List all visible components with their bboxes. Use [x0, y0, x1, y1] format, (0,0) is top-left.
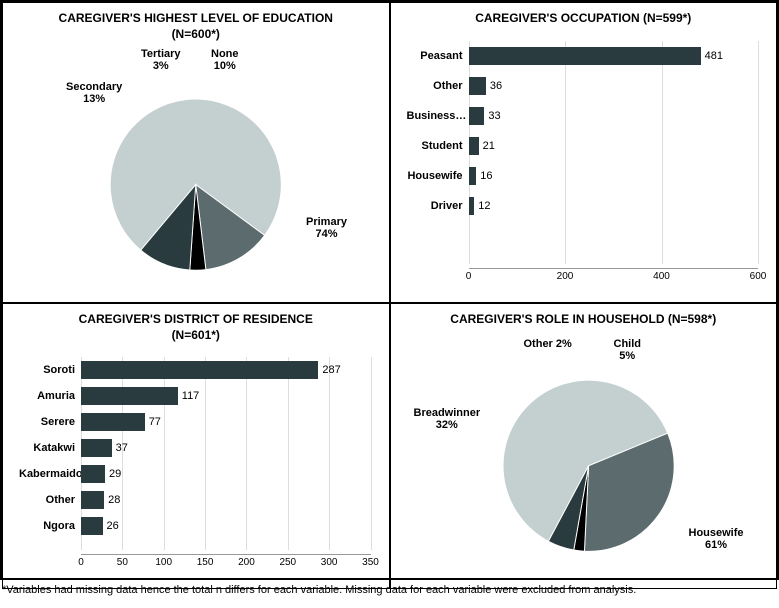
title-line2: (N=601*) [172, 328, 220, 342]
axis-tick: 600 [750, 269, 767, 282]
bar-fill [81, 465, 105, 483]
bar-row: Driver 12 [469, 191, 759, 221]
bar-category: Driver [407, 200, 469, 212]
bar-row: Housewife 16 [469, 161, 759, 191]
panel-title: CAREGIVER'S DISTRICT OF RESIDENCE (N=601… [11, 312, 381, 343]
bar-value: 36 [490, 80, 502, 92]
bar-fill [469, 47, 701, 65]
bar-fill [469, 197, 475, 215]
bar-row: Serere 77 [81, 409, 371, 435]
panel-role: CAREGIVER'S ROLE IN HOUSEHOLD (N=598*) H… [390, 303, 778, 589]
axis-tick: 0 [78, 555, 84, 568]
pie-label: Primary74% [306, 216, 347, 240]
panel-occupation: CAREGIVER'S OCCUPATION (N=599*) Peasant … [390, 2, 778, 303]
axis-tick: 200 [238, 555, 255, 568]
pie-label: None10% [211, 48, 239, 72]
title-line1: CAREGIVER'S HIGHEST LEVEL OF EDUCATION [59, 11, 333, 25]
axis-tick: 50 [117, 555, 128, 568]
panel-title: CAREGIVER'S HIGHEST LEVEL OF EDUCATION (… [11, 11, 381, 42]
panel-education: CAREGIVER'S HIGHEST LEVEL OF EDUCATION (… [2, 2, 390, 303]
bar-category: Other [407, 80, 469, 92]
axis-tick: 150 [197, 555, 214, 568]
education-pie: Primary74% Secondary13% Tertiary3% None10% [11, 46, 381, 294]
bar-fill [81, 361, 318, 379]
bar-fill [81, 413, 145, 431]
chart-grid: CAREGIVER'S HIGHEST LEVEL OF EDUCATION (… [0, 0, 779, 580]
bar-value: 287 [322, 364, 340, 376]
pie-label: Child5% [614, 338, 642, 362]
bar-value: 77 [149, 416, 161, 428]
bar-value: 29 [109, 468, 121, 480]
bar-row: Business… 33 [469, 101, 759, 131]
axis-tick: 300 [321, 555, 338, 568]
bar-fill [469, 77, 486, 95]
bar-category: Business… [407, 110, 469, 122]
axis-tick: 400 [653, 269, 670, 282]
axis-tick: 100 [155, 555, 172, 568]
bar-category: Peasant [407, 50, 469, 62]
occupation-bar: Peasant 481 Other 36 Business… 33 Studen… [399, 31, 769, 295]
pie-label: Secondary13% [66, 81, 122, 105]
pie-label: Housewife61% [689, 527, 744, 551]
bar-row: Amuria 117 [81, 383, 371, 409]
bar-row: Kabermaido 29 [81, 461, 371, 487]
title-line1: CAREGIVER'S OCCUPATION (N=599*) [475, 11, 691, 25]
panel-title: CAREGIVER'S OCCUPATION (N=599*) [399, 11, 769, 27]
bar-value: 33 [488, 110, 500, 122]
bar-value: 117 [182, 390, 200, 402]
bar-value: 16 [480, 170, 492, 182]
bar-category: Amuria [19, 390, 81, 402]
bar-row: Other 36 [469, 71, 759, 101]
bar-fill [81, 517, 103, 535]
bar-value: 26 [107, 520, 119, 532]
bar-category: Housewife [407, 170, 469, 182]
bar-value: 12 [478, 200, 490, 212]
panel-title: CAREGIVER'S ROLE IN HOUSEHOLD (N=598*) [399, 312, 769, 328]
bar-row: Student 21 [469, 131, 759, 161]
bar-category: Ngora [19, 520, 81, 532]
axis-tick: 350 [362, 555, 379, 568]
bar-fill [81, 491, 104, 509]
title-line2: (N=600*) [172, 27, 220, 41]
bar-category: Katakwi [19, 442, 81, 454]
district-bar: Soroti 287 Amuria 117 Serere 77 Katakwi … [11, 347, 381, 579]
bar-category: Soroti [19, 364, 81, 376]
title-line1: CAREGIVER'S ROLE IN HOUSEHOLD (N=598*) [450, 312, 716, 326]
bar-fill [81, 387, 178, 405]
pie-label: Tertiary3% [141, 48, 181, 72]
bar-fill [469, 107, 485, 125]
bar-category: Kabermaido [19, 468, 81, 480]
bar-row: Other 28 [81, 487, 371, 513]
bar-row: Ngora 26 [81, 513, 371, 539]
bar-value: 28 [108, 494, 120, 506]
pie-label: Breadwinner32% [414, 407, 481, 431]
bar-fill [469, 137, 479, 155]
role-pie: Housewife61% Breadwinner32% Other 2% Child5… [399, 332, 769, 580]
bar-value: 481 [705, 50, 723, 62]
bar-value: 37 [116, 442, 128, 454]
bar-row: Katakwi 37 [81, 435, 371, 461]
panel-district: CAREGIVER'S DISTRICT OF RESIDENCE (N=601… [2, 303, 390, 589]
title-line1: CAREGIVER'S DISTRICT OF RESIDENCE [79, 312, 313, 326]
bar-fill [469, 167, 477, 185]
bar-row: Soroti 287 [81, 357, 371, 383]
bar-row: Peasant 481 [469, 41, 759, 71]
bar-category: Other [19, 494, 81, 506]
bar-category: Serere [19, 416, 81, 428]
axis-tick: 200 [557, 269, 574, 282]
bar-value: 21 [483, 140, 495, 152]
bar-category: Student [407, 140, 469, 152]
axis-tick: 0 [466, 269, 472, 282]
pie-label: Other 2% [524, 338, 572, 350]
bar-fill [81, 439, 112, 457]
axis-tick: 250 [279, 555, 296, 568]
